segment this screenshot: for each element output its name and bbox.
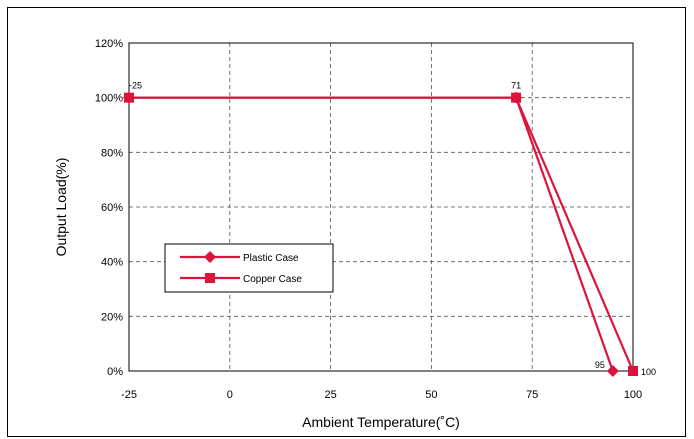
y-tick-label: 40% bbox=[101, 257, 123, 269]
series-layer bbox=[123, 91, 638, 377]
data-label: 71 bbox=[511, 81, 521, 91]
y-tick-label: 20% bbox=[101, 311, 123, 323]
y-tick-label: 100% bbox=[95, 93, 123, 105]
x-tick-label: -25 bbox=[121, 389, 137, 401]
x-tick-label: 50 bbox=[425, 389, 437, 401]
legend: Plastic Case Copper Case bbox=[164, 243, 334, 293]
data-labels: -25 71 95 100 bbox=[129, 81, 656, 377]
data-label: 95 bbox=[595, 360, 605, 370]
legend-items: Plastic Case Copper Case bbox=[180, 251, 302, 285]
x-tick-label: 75 bbox=[526, 389, 538, 401]
data-point-diamond bbox=[606, 365, 619, 377]
legend-label: Plastic Case bbox=[243, 253, 299, 264]
legend-square-icon bbox=[205, 273, 215, 283]
series-line-square bbox=[129, 96, 635, 372]
y-tick-label: 0% bbox=[107, 366, 123, 378]
series-line-diamond bbox=[129, 96, 614, 372]
y-tick-label: 80% bbox=[101, 147, 123, 159]
data-point-square bbox=[511, 92, 522, 103]
chart-frame: -25 0 25 50 75 100 0% 20% 40% 60% 80% 100% 120% Ambi… bbox=[7, 7, 686, 437]
legend-label: Copper Case bbox=[243, 274, 302, 285]
y-tick-label: 120% bbox=[95, 38, 123, 50]
data-label: 100 bbox=[641, 367, 656, 377]
gridlines bbox=[129, 43, 633, 371]
y-tick-label: 60% bbox=[101, 202, 123, 214]
x-tick-label: 100 bbox=[624, 389, 642, 401]
tick-labels: -25 0 25 50 75 100 0% 20% 40% 60% 80% 100% 120% bbox=[95, 38, 642, 401]
x-axis-title: Ambient Temperature(˚C) bbox=[302, 414, 460, 430]
chart-svg: -25 0 25 50 75 100 0% 20% 40% 60% 80% 100% 120% Ambi… bbox=[53, 38, 656, 430]
data-point-square bbox=[124, 92, 134, 103]
plot-area bbox=[128, 42, 634, 372]
y-axis-title: Output Load(%) bbox=[53, 158, 69, 257]
x-tick-label: 0 bbox=[227, 389, 233, 401]
data-label: -25 bbox=[129, 81, 142, 91]
x-tick-label: 25 bbox=[324, 389, 336, 401]
data-point-square bbox=[628, 366, 638, 376]
legend-diamond-icon bbox=[204, 251, 216, 263]
legend-box bbox=[164, 243, 334, 293]
